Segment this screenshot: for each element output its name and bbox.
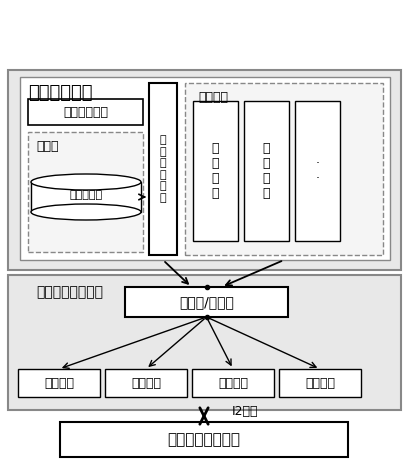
Bar	[20, 77, 390, 260]
Text: 电压监测代理装置: 电压监测代理装置	[168, 432, 240, 447]
Ellipse shape	[31, 204, 141, 220]
Bar	[125, 287, 288, 317]
Bar	[295, 101, 340, 241]
Text: 数据接入: 数据接入	[44, 377, 74, 390]
Bar	[193, 101, 238, 241]
Bar	[192, 369, 274, 397]
Bar	[279, 369, 361, 397]
Bar	[8, 275, 401, 410]
Bar	[8, 70, 401, 270]
Bar	[18, 369, 100, 397]
Bar	[28, 132, 143, 252]
Bar	[105, 369, 187, 397]
Text: 电压采集接入服务: 电压采集接入服务	[37, 285, 104, 299]
Text: 命令下发: 命令下发	[218, 377, 248, 390]
Text: 电压监测主站: 电压监测主站	[28, 84, 92, 102]
Bar	[60, 422, 348, 457]
Bar	[244, 101, 289, 241]
Bar	[149, 83, 177, 255]
Text: 参数配置: 参数配置	[131, 377, 161, 390]
Text: 数据服务模块: 数据服务模块	[63, 106, 108, 119]
Text: 命
令
下
发: 命 令 下 发	[263, 142, 270, 200]
Ellipse shape	[31, 174, 141, 190]
Text: 参
数
配
置: 参 数 配 置	[212, 142, 219, 200]
Text: 数据库: 数据库	[37, 140, 59, 153]
Text: 日志生成: 日志生成	[305, 377, 335, 390]
Text: 数
据
处
理
模
块: 数 据 处 理 模 块	[160, 135, 166, 203]
Bar	[28, 99, 143, 125]
Text: ·
·: · ·	[316, 157, 319, 185]
Bar	[31, 182, 141, 212]
Text: 电压数据库: 电压数据库	[69, 190, 103, 200]
Bar	[185, 83, 383, 255]
Text: 数据读/写组件: 数据读/写组件	[179, 295, 234, 309]
Text: I2接口: I2接口	[232, 405, 259, 418]
Text: 应用功能: 应用功能	[198, 91, 228, 104]
